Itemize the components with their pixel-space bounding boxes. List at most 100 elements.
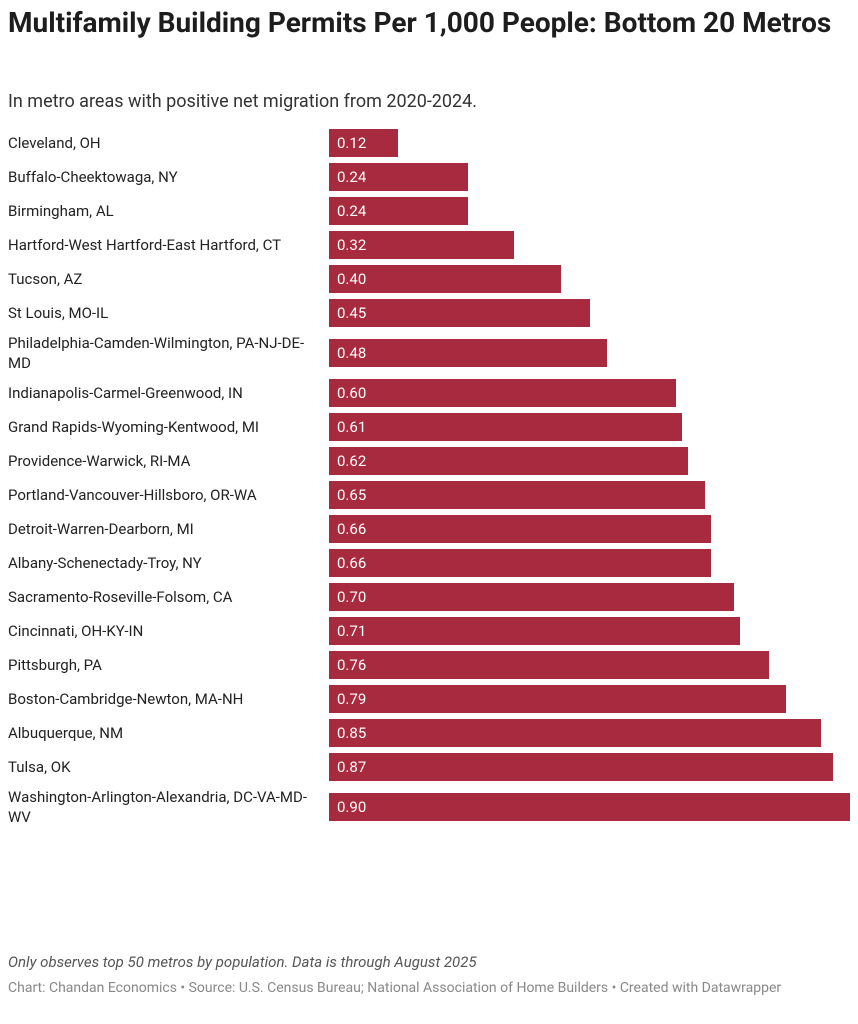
value-label: 0.79	[337, 690, 367, 708]
category-label: Boston-Cambridge-Newton, MA-NH	[8, 690, 244, 708]
bar	[329, 129, 399, 157]
bar	[329, 685, 787, 713]
bar-track: 0.40	[329, 265, 850, 293]
category-label: Providence-Warwick, RI-MA	[8, 452, 191, 470]
chart-title: Multifamily Building Permits Per 1,000 P…	[8, 6, 832, 39]
category-label: Philadelphia-Camden-Wilmington, PA-NJ-DE…	[8, 334, 305, 372]
bar	[329, 299, 590, 327]
bar	[329, 549, 712, 577]
bar-row: Philadelphia-Camden-Wilmington, PA-NJ-DE…	[8, 333, 850, 373]
category-label: Albuquerque, NM	[8, 724, 124, 742]
category-label: Washington-Arlington-Alexandria, DC-VA-M…	[8, 788, 308, 826]
bar-row: Grand Rapids-Wyoming-Kentwood, MI 0.61	[8, 413, 850, 441]
bar	[329, 265, 561, 293]
bar	[329, 583, 735, 611]
bar	[329, 447, 688, 475]
bar-row: Pittsburgh, PA 0.76	[8, 651, 850, 679]
bar-track: 0.48	[329, 339, 850, 367]
category-label: Hartford-West Hartford-East Hartford, CT	[8, 236, 282, 254]
bar-track: 0.32	[329, 231, 850, 259]
bar-track: 0.66	[329, 515, 850, 543]
value-label: 0.65	[337, 486, 367, 504]
category-label: Tucson, AZ	[8, 270, 83, 288]
bar-list: Cleveland, OH 0.12 Buffalo-Cheektowaga, NY…	[8, 129, 850, 833]
bar-row: Sacramento-Roseville-Folsom, CA 0.70	[8, 583, 850, 611]
bar-track: 0.66	[329, 549, 850, 577]
value-label: 0.71	[337, 622, 367, 640]
bar-row: Boston-Cambridge-Newton, MA-NH 0.79	[8, 685, 850, 713]
category-label: Portland-Vancouver-Hillsboro, OR-WA	[8, 486, 257, 504]
category-label: Detroit-Warren-Dearborn, MI	[8, 520, 194, 538]
bar-row: Detroit-Warren-Dearborn, MI 0.66	[8, 515, 850, 543]
bar	[329, 719, 822, 747]
value-label: 0.48	[337, 344, 367, 362]
category-label: Buffalo-Cheektowaga, NY	[8, 168, 178, 186]
category-label: Tulsa, OK	[8, 758, 71, 776]
bar	[329, 651, 769, 679]
bar-track: 0.62	[329, 447, 850, 475]
bar	[329, 163, 468, 191]
bar-row: Hartford-West Hartford-East Hartford, CT…	[8, 231, 850, 259]
bar-track: 0.79	[329, 685, 850, 713]
category-label: Indianapolis-Carmel-Greenwood, IN	[8, 384, 243, 402]
bar	[329, 339, 607, 367]
value-label: 0.24	[337, 168, 367, 186]
bar-row: Providence-Warwick, RI-MA 0.62	[8, 447, 850, 475]
category-label: St Louis, MO-IL	[8, 304, 109, 322]
source: Chart: Chandan Economics • Source: U.S. …	[8, 980, 782, 996]
chart-subtitle: In metro areas with positive net migrati…	[8, 91, 478, 112]
bar-row: Cincinnati, OH-KY-IN 0.71	[8, 617, 850, 645]
bar	[329, 753, 833, 781]
bar	[329, 413, 683, 441]
value-label: 0.32	[337, 236, 367, 254]
value-label: 0.87	[337, 758, 367, 776]
bar-row: Washington-Arlington-Alexandria, DC-VA-M…	[8, 787, 850, 827]
value-label: 0.61	[337, 418, 367, 436]
value-label: 0.66	[337, 520, 367, 538]
bar-track: 0.24	[329, 163, 850, 191]
bar-track: 0.45	[329, 299, 850, 327]
value-label: 0.40	[337, 270, 367, 288]
category-label: Birmingham, AL	[8, 202, 114, 220]
bar-row: Tulsa, OK 0.87	[8, 753, 850, 781]
category-label: Grand Rapids-Wyoming-Kentwood, MI	[8, 418, 260, 436]
bar-track: 0.12	[329, 129, 850, 157]
bar-track: 0.60	[329, 379, 850, 407]
value-label: 0.24	[337, 202, 367, 220]
bar-track: 0.61	[329, 413, 850, 441]
bar-track: 0.90	[329, 793, 850, 821]
category-label: Cleveland, OH	[8, 134, 101, 152]
bar-row: Indianapolis-Carmel-Greenwood, IN 0.60	[8, 379, 850, 407]
bar	[329, 379, 677, 407]
bar	[329, 515, 712, 543]
category-label: Albany-Schenectady-Troy, NY	[8, 554, 202, 572]
value-label: 0.62	[337, 452, 367, 470]
bar-row: Cleveland, OH 0.12	[8, 129, 850, 157]
value-label: 0.85	[337, 724, 367, 742]
category-label: Sacramento-Roseville-Folsom, CA	[8, 588, 233, 606]
bar	[329, 231, 515, 259]
value-label: 0.70	[337, 588, 367, 606]
value-label: 0.90	[337, 798, 367, 816]
bar	[329, 617, 740, 645]
value-label: 0.12	[337, 134, 367, 152]
value-label: 0.76	[337, 656, 367, 674]
bar	[329, 481, 706, 509]
bar-track: 0.87	[329, 753, 850, 781]
category-label: Cincinnati, OH-KY-IN	[8, 622, 144, 640]
bar-row: Birmingham, AL 0.24	[8, 197, 850, 225]
bar-row: St Louis, MO-IL 0.45	[8, 299, 850, 327]
bar-track: 0.65	[329, 481, 850, 509]
bar-track: 0.71	[329, 617, 850, 645]
bar-row: Portland-Vancouver-Hillsboro, OR-WA 0.65	[8, 481, 850, 509]
category-label: Pittsburgh, PA	[8, 656, 102, 674]
bar	[329, 793, 850, 821]
value-label: 0.45	[337, 304, 367, 322]
bar-track: 0.24	[329, 197, 850, 225]
value-label: 0.60	[337, 384, 367, 402]
bar-row: Tucson, AZ 0.40	[8, 265, 850, 293]
note: Only observes top 50 metros by populatio…	[8, 953, 477, 971]
bar-row: Albany-Schenectady-Troy, NY 0.66	[8, 549, 850, 577]
bar-track: 0.85	[329, 719, 850, 747]
